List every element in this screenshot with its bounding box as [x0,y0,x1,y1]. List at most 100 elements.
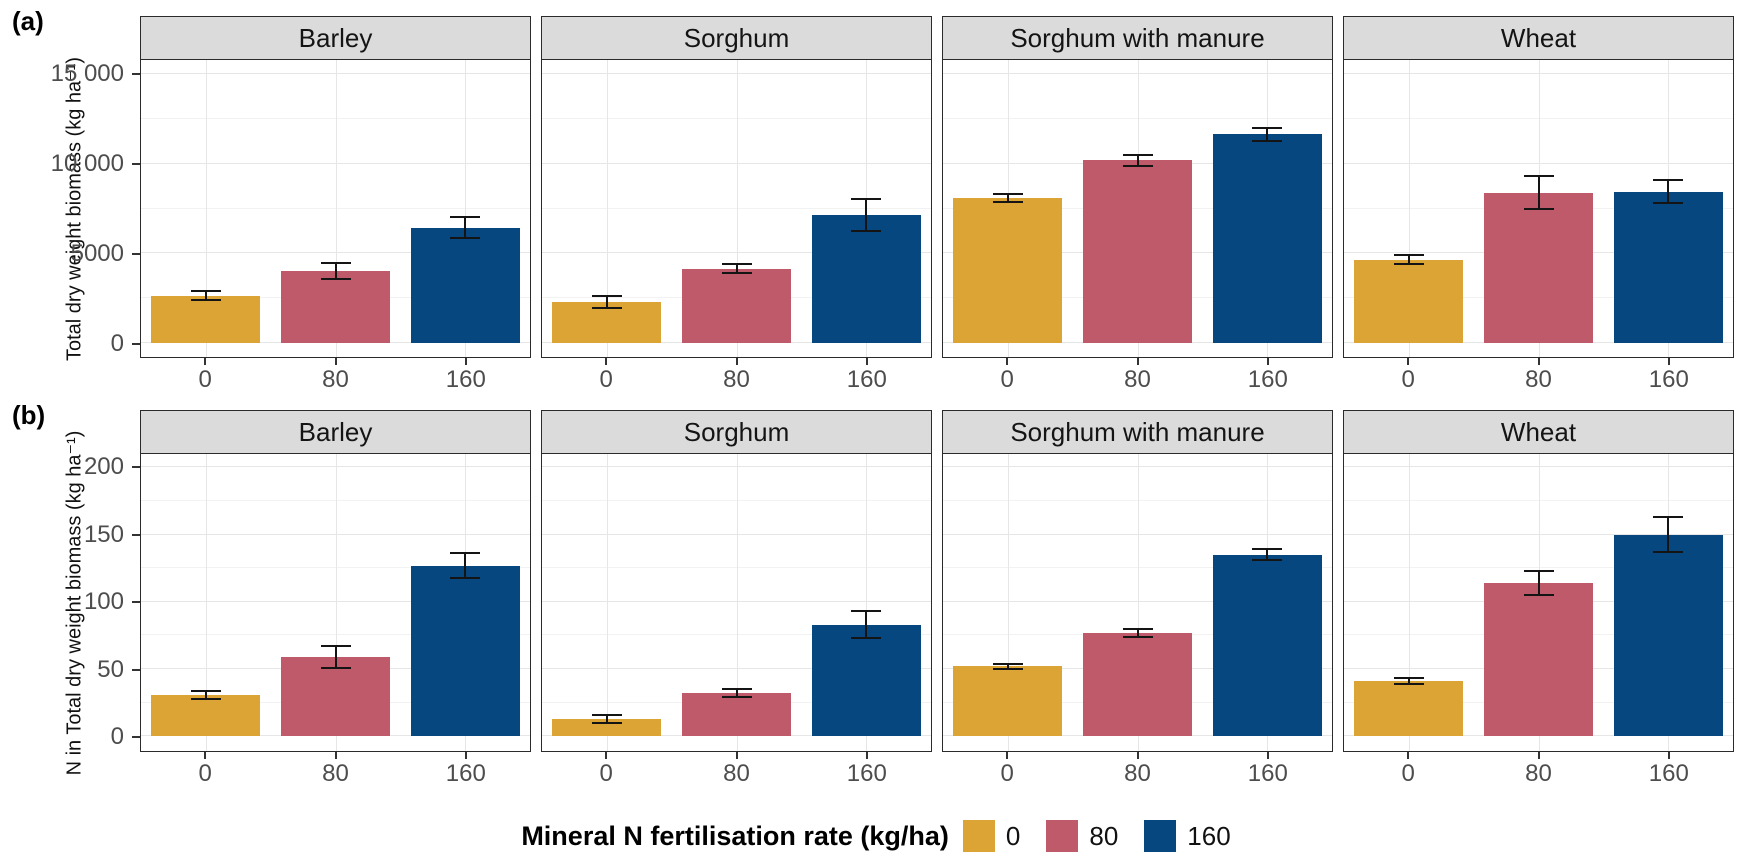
gridline-vertical [205,60,207,357]
y-axis-gutter: (a) Total dry weight biomass (kg ha⁻¹) 0 50… [0,6,140,390]
y-tick-label: 150 [83,520,124,548]
error-bar-line [735,264,738,274]
error-bar-line [1407,678,1410,684]
error-bar-cap-top [1252,127,1283,130]
facet-sorghum: Sorghum 0 80 160 [541,16,932,393]
error-bar-line [1266,128,1269,141]
y-tick-label: 0 [110,329,124,357]
x-tick-mark [1006,358,1009,365]
facet-strip: Sorghum [541,16,932,60]
error-bar-line [865,611,868,639]
facet-strip: Sorghum [541,410,932,454]
y-tick-mark [132,253,140,256]
bar-n80 [682,693,791,737]
x-tick-label: 80 [322,760,349,787]
x-tick-mark [1537,358,1540,365]
error-bar-cap-top [1523,569,1554,572]
error-bar-cap-bottom [320,666,351,669]
error-bar-line [605,295,608,309]
x-tick-label: 80 [1525,366,1552,393]
x-tick-mark [1266,752,1269,759]
x-tick-label: 160 [1247,760,1288,787]
x-tick-label: 0 [1000,366,1014,393]
gridline-vertical [606,454,608,751]
x-tick-mark [735,752,738,759]
y-tick-mark [132,533,140,536]
facet-panel [1343,454,1734,752]
error-bar-line [1006,663,1009,670]
error-bar-cap-bottom [190,299,221,302]
facet-strip: Barley [140,410,531,454]
error-bar-line [204,291,207,301]
bar-n160 [1613,191,1723,344]
error-bar-line [605,714,608,723]
error-bar-cap-top [190,689,221,692]
facet-strip: Barley [140,16,531,60]
legend-item: 80 [1046,820,1118,852]
error-bar-cap-bottom [1393,682,1424,685]
error-bar-cap-bottom [1393,263,1424,266]
facet-panel [541,454,932,752]
error-bar-cap-top [591,713,622,716]
x-tick-label: 0 [198,760,212,787]
y-tick-mark [132,163,140,166]
y-tick-label: 15 000 [50,60,124,88]
error-bar-cap-top [1653,179,1684,182]
y-tick-mark [132,736,140,739]
error-bar-line [204,690,207,699]
x-tick-label: 160 [1247,366,1288,393]
error-bar-line [735,689,738,698]
error-bar-cap-bottom [1252,559,1283,562]
error-bar-cap-top [1252,548,1283,551]
x-tick-label: 160 [846,760,887,787]
panel-a-row: (a) Total dry weight biomass (kg ha⁻¹) 0 50… [0,6,1752,393]
x-tick-label: 80 [723,366,750,393]
facet-barley: Barley 0 80 160 [140,16,531,393]
gridline-vertical [1137,454,1139,751]
error-bar-cap-bottom [1653,551,1684,554]
x-tick-mark [1136,752,1139,759]
error-bar-cap-top [1393,677,1424,680]
error-bar-line [334,646,337,668]
x-axis: 0 80 160 [942,358,1333,393]
bar-n80 [682,268,791,344]
x-tick-mark [605,752,608,759]
panel-tag: (a) [12,6,44,36]
x-axis: 0 80 160 [140,358,531,393]
bar-n80 [281,656,390,737]
error-bar-cap-bottom [992,668,1023,671]
x-tick-mark [204,752,207,759]
bar-n160 [1212,134,1322,344]
y-tick-label: 5000 [70,240,124,268]
legend-swatch [962,820,995,852]
x-tick-label: 0 [198,366,212,393]
gridline-vertical [736,454,738,751]
error-bar-line [1537,176,1540,209]
error-bar-line [1266,549,1269,561]
error-bar-cap-bottom [1122,635,1153,638]
error-bar-cap-bottom [851,637,882,640]
facet-panel [1343,60,1734,358]
legend-swatch [1144,820,1177,852]
legend-item: 0 [962,820,1020,852]
bar-n0 [953,666,1063,737]
error-bar-cap-top [450,215,481,218]
x-tick-mark [464,358,467,365]
x-axis: 0 80 160 [1343,358,1734,393]
error-bar-cap-bottom [1523,594,1554,597]
legend-item-label: 160 [1187,820,1231,851]
x-tick-mark [865,358,868,365]
error-bar-cap-bottom [190,697,221,700]
bar-n80 [1083,632,1192,737]
facet-panel [140,454,531,752]
x-tick-mark [605,358,608,365]
facets-container: Barley 0 80 160 Sorghum 0 80 160 Sorghum with ma… [140,410,1734,787]
error-bar-line [1136,628,1139,637]
gridline-vertical [866,454,868,751]
error-bar-cap-top [992,193,1023,196]
gridline-vertical [736,60,738,357]
y-tick-mark [132,342,140,345]
legend-item: 160 [1144,820,1231,852]
error-bar-cap-top [721,688,752,691]
gridline-vertical [335,454,337,751]
